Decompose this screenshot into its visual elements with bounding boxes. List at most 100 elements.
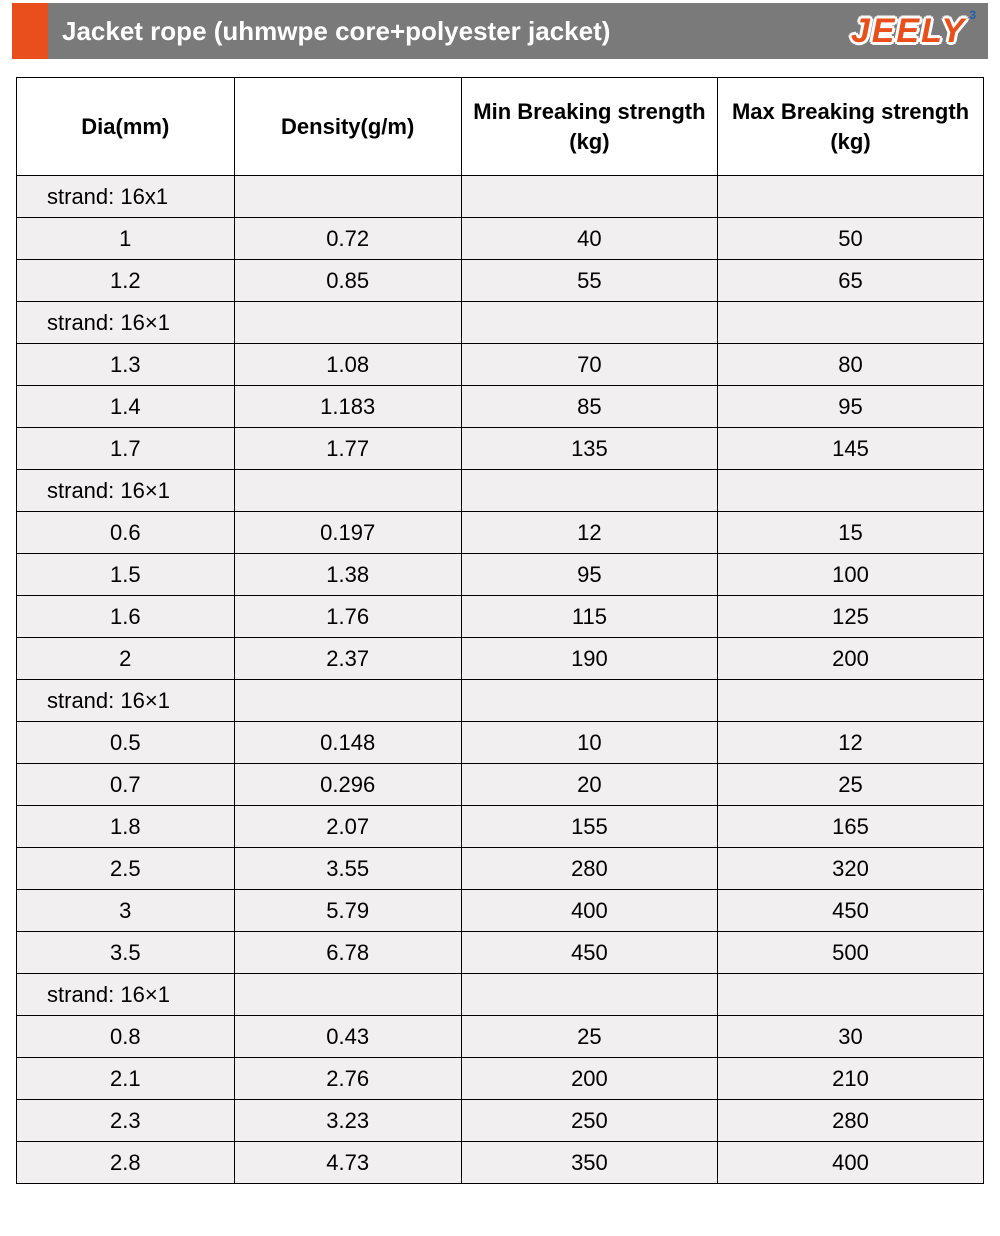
table-cell: 125 — [718, 596, 984, 638]
table-row: 10.724050 — [17, 218, 984, 260]
table-cell: 80 — [718, 344, 984, 386]
empty-cell — [718, 302, 984, 344]
empty-cell — [234, 176, 461, 218]
empty-cell — [718, 680, 984, 722]
table-cell: 350 — [461, 1142, 717, 1184]
table-cell: 190 — [461, 638, 717, 680]
table-cell: 115 — [461, 596, 717, 638]
empty-cell — [234, 470, 461, 512]
table-cell: 30 — [718, 1016, 984, 1058]
table-cell: 1.8 — [17, 806, 235, 848]
table-cell: 10 — [461, 722, 717, 764]
table-cell: 55 — [461, 260, 717, 302]
table-cell: 2.1 — [17, 1058, 235, 1100]
table-cell: 12 — [461, 512, 717, 554]
table-row: 3.56.78450500 — [17, 932, 984, 974]
table-cell: 0.148 — [234, 722, 461, 764]
table-cell: 3.5 — [17, 932, 235, 974]
table-cell: 25 — [718, 764, 984, 806]
table-cell: 1.183 — [234, 386, 461, 428]
table-cell: 1.38 — [234, 554, 461, 596]
table-cell: 1.4 — [17, 386, 235, 428]
table-cell: 6.78 — [234, 932, 461, 974]
header-bar: Jacket rope (uhmwpe core+polyester jacke… — [12, 3, 988, 59]
table-cell: 0.85 — [234, 260, 461, 302]
table-cell: 400 — [718, 1142, 984, 1184]
table-cell: 65 — [718, 260, 984, 302]
table-cell: 155 — [461, 806, 717, 848]
empty-cell — [461, 470, 717, 512]
table-cell: 280 — [718, 1100, 984, 1142]
table-cell: 1.08 — [234, 344, 461, 386]
table-row: 35.79400450 — [17, 890, 984, 932]
table-row: 2.84.73350400 — [17, 1142, 984, 1184]
table-cell: 2.3 — [17, 1100, 235, 1142]
table-row: 1.71.77135145 — [17, 428, 984, 470]
table-cell: 2 — [17, 638, 235, 680]
table-row: 0.60.1971215 — [17, 512, 984, 554]
spec-table: Dia(mm) Density(g/m) Min Breaking streng… — [16, 77, 984, 1184]
strand-row: strand: 16x1 — [17, 176, 984, 218]
table-row: 0.70.2962025 — [17, 764, 984, 806]
table-cell: 280 — [461, 848, 717, 890]
strand-label: strand: 16×1 — [17, 680, 235, 722]
table-cell: 25 — [461, 1016, 717, 1058]
table-cell: 2.37 — [234, 638, 461, 680]
table-header-row: Dia(mm) Density(g/m) Min Breaking streng… — [17, 78, 984, 176]
table-cell: 12 — [718, 722, 984, 764]
col-max-break: Max Breaking strength (kg) — [718, 78, 984, 176]
table-cell: 0.72 — [234, 218, 461, 260]
table-cell: 1.7 — [17, 428, 235, 470]
table-cell: 450 — [461, 932, 717, 974]
strand-row: strand: 16×1 — [17, 680, 984, 722]
table-row: 2.53.55280320 — [17, 848, 984, 890]
table-cell: 0.8 — [17, 1016, 235, 1058]
table-cell: 0.43 — [234, 1016, 461, 1058]
col-min-break: Min Breaking strength (kg) — [461, 78, 717, 176]
table-cell: 50 — [718, 218, 984, 260]
table-row: 1.82.07155165 — [17, 806, 984, 848]
empty-cell — [234, 974, 461, 1016]
table-cell: 400 — [461, 890, 717, 932]
table-cell: 0.5 — [17, 722, 235, 764]
table-cell: 145 — [718, 428, 984, 470]
table-cell: 500 — [718, 932, 984, 974]
table-cell: 1.2 — [17, 260, 235, 302]
strand-label: strand: 16x1 — [17, 176, 235, 218]
strand-label: strand: 16×1 — [17, 974, 235, 1016]
empty-cell — [718, 470, 984, 512]
empty-cell — [461, 974, 717, 1016]
table-row: 2.12.76200210 — [17, 1058, 984, 1100]
table-row: 1.61.76115125 — [17, 596, 984, 638]
table-cell: 0.296 — [234, 764, 461, 806]
strand-label: strand: 16×1 — [17, 302, 235, 344]
table-cell: 85 — [461, 386, 717, 428]
table-cell: 250 — [461, 1100, 717, 1142]
table-cell: 5.79 — [234, 890, 461, 932]
table-cell: 3.55 — [234, 848, 461, 890]
table-cell: 0.6 — [17, 512, 235, 554]
table-cell: 3 — [17, 890, 235, 932]
strand-row: strand: 16×1 — [17, 302, 984, 344]
table-row: 2.33.23250280 — [17, 1100, 984, 1142]
table-row: 1.20.855565 — [17, 260, 984, 302]
spec-table-wrap: Dia(mm) Density(g/m) Min Breaking streng… — [0, 59, 1000, 1184]
strand-row: strand: 16×1 — [17, 470, 984, 512]
table-cell: 20 — [461, 764, 717, 806]
table-cell: 1.5 — [17, 554, 235, 596]
table-cell: 2.76 — [234, 1058, 461, 1100]
table-cell: 2.5 — [17, 848, 235, 890]
table-cell: 1.3 — [17, 344, 235, 386]
table-cell: 200 — [718, 638, 984, 680]
header-accent — [12, 3, 48, 59]
brand-logo: JEELY — [851, 12, 988, 51]
table-cell: 1.77 — [234, 428, 461, 470]
table-cell: 320 — [718, 848, 984, 890]
empty-cell — [461, 680, 717, 722]
table-cell: 100 — [718, 554, 984, 596]
table-cell: 0.197 — [234, 512, 461, 554]
empty-cell — [461, 176, 717, 218]
table-row: 0.80.432530 — [17, 1016, 984, 1058]
table-cell: 210 — [718, 1058, 984, 1100]
strand-row: strand: 16×1 — [17, 974, 984, 1016]
